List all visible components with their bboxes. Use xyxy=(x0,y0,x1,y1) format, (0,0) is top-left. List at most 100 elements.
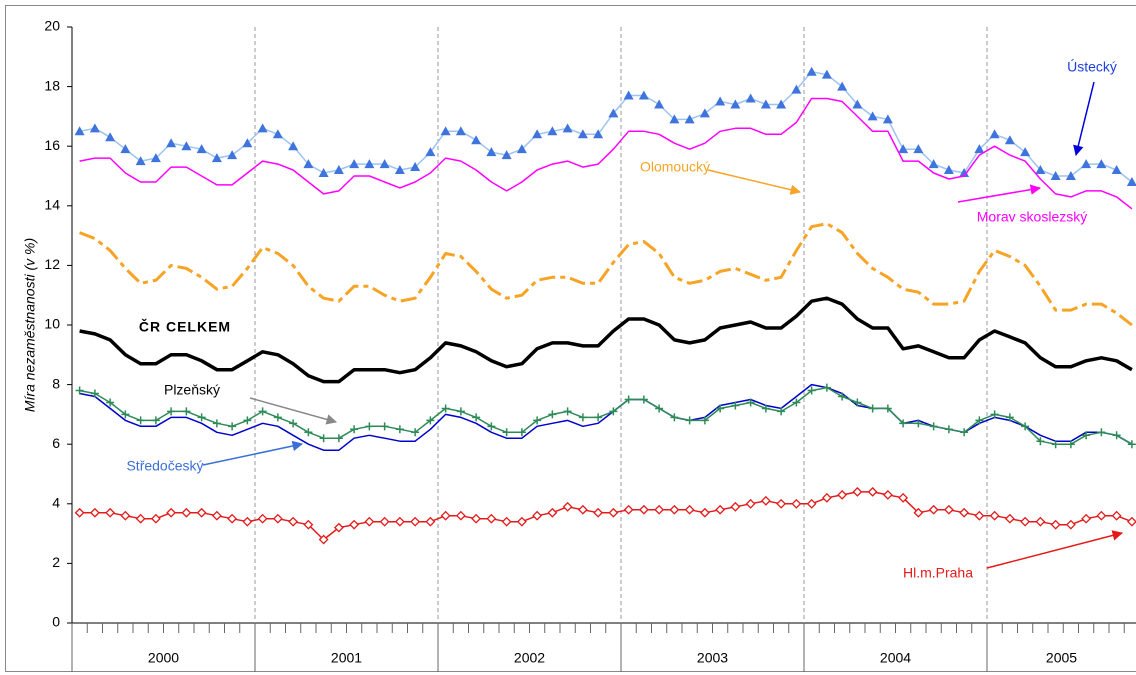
data-point xyxy=(868,404,877,413)
data-point xyxy=(516,516,527,527)
data-point xyxy=(89,123,100,133)
data-point xyxy=(593,507,604,518)
data-point xyxy=(410,516,421,527)
annotation-arrow xyxy=(986,530,1124,569)
data-point xyxy=(196,144,207,154)
data-point xyxy=(304,428,313,437)
data-point xyxy=(1127,440,1136,449)
data-point xyxy=(928,504,939,515)
data-point xyxy=(135,156,146,166)
data-point xyxy=(624,395,633,404)
data-point xyxy=(960,428,969,437)
data-point xyxy=(440,510,451,521)
x-group-label: 2001 xyxy=(331,650,362,666)
data-point xyxy=(227,150,238,160)
series-label: ČR CELKEM xyxy=(139,318,231,335)
data-point xyxy=(1081,159,1092,169)
data-point xyxy=(638,90,649,100)
data-point xyxy=(807,386,816,395)
chart-frame xyxy=(5,5,1136,672)
data-point xyxy=(898,144,909,154)
data-point xyxy=(898,492,909,503)
data-point xyxy=(272,129,283,139)
data-point xyxy=(440,126,451,136)
data-point xyxy=(349,159,360,169)
data-point xyxy=(471,135,482,145)
data-point xyxy=(791,84,802,94)
data-point xyxy=(411,428,420,437)
data-point xyxy=(1035,165,1046,175)
data-point xyxy=(1035,516,1046,527)
data-point xyxy=(791,498,802,509)
series-line xyxy=(79,97,1133,210)
y-tick-label: 6 xyxy=(52,435,60,451)
data-point xyxy=(837,81,848,91)
data-point xyxy=(593,129,604,139)
data-point xyxy=(913,507,924,518)
data-point xyxy=(211,510,222,521)
data-point xyxy=(852,486,863,497)
data-point xyxy=(318,168,329,178)
data-point xyxy=(548,410,557,419)
y-tick-label: 10 xyxy=(44,316,60,332)
data-point xyxy=(761,404,770,413)
data-point xyxy=(974,144,985,154)
data-point xyxy=(594,413,603,422)
series-label: Středočeský xyxy=(126,458,203,474)
data-point xyxy=(75,386,84,395)
data-point xyxy=(441,404,450,413)
data-point xyxy=(486,147,497,157)
data-point xyxy=(182,407,191,416)
series-label: Morav skoslezský xyxy=(977,209,1087,225)
data-point xyxy=(929,422,938,431)
data-point xyxy=(975,416,984,425)
data-point xyxy=(242,138,253,148)
data-point xyxy=(700,416,709,425)
data-point xyxy=(167,407,176,416)
data-point xyxy=(455,510,466,521)
data-point xyxy=(517,428,526,437)
data-point xyxy=(288,141,299,151)
data-point xyxy=(959,507,970,518)
data-point xyxy=(806,66,817,76)
series-label: Olomoucký xyxy=(640,159,710,175)
data-point xyxy=(837,489,848,500)
data-point xyxy=(623,90,634,100)
data-point xyxy=(547,126,558,136)
data-point xyxy=(181,141,192,151)
data-point xyxy=(944,425,953,434)
data-point xyxy=(867,486,878,497)
data-point xyxy=(654,99,665,109)
data-point xyxy=(730,99,741,109)
y-tick-label: 4 xyxy=(52,495,60,511)
data-point xyxy=(349,519,360,530)
data-point xyxy=(670,413,679,422)
series-line xyxy=(79,491,1133,541)
data-point xyxy=(1111,510,1122,521)
data-point xyxy=(928,159,939,169)
data-point xyxy=(669,504,680,515)
data-point xyxy=(715,504,726,515)
data-point xyxy=(867,111,878,121)
data-point xyxy=(577,504,588,515)
data-point xyxy=(150,153,161,163)
data-point xyxy=(731,401,740,410)
data-point xyxy=(609,407,618,416)
data-point xyxy=(121,410,130,419)
data-point xyxy=(166,138,177,148)
data-point xyxy=(822,383,831,392)
series-line xyxy=(79,386,1133,445)
data-point xyxy=(1126,516,1136,527)
data-point xyxy=(501,516,512,527)
data-point xyxy=(394,516,405,527)
x-group-label: 2004 xyxy=(880,650,911,666)
data-point xyxy=(853,398,862,407)
data-point xyxy=(730,501,741,512)
data-point xyxy=(638,504,649,515)
data-point xyxy=(1081,513,1092,524)
data-point xyxy=(303,159,314,169)
data-point xyxy=(1020,147,1031,157)
data-point xyxy=(655,404,664,413)
data-point xyxy=(89,507,100,518)
